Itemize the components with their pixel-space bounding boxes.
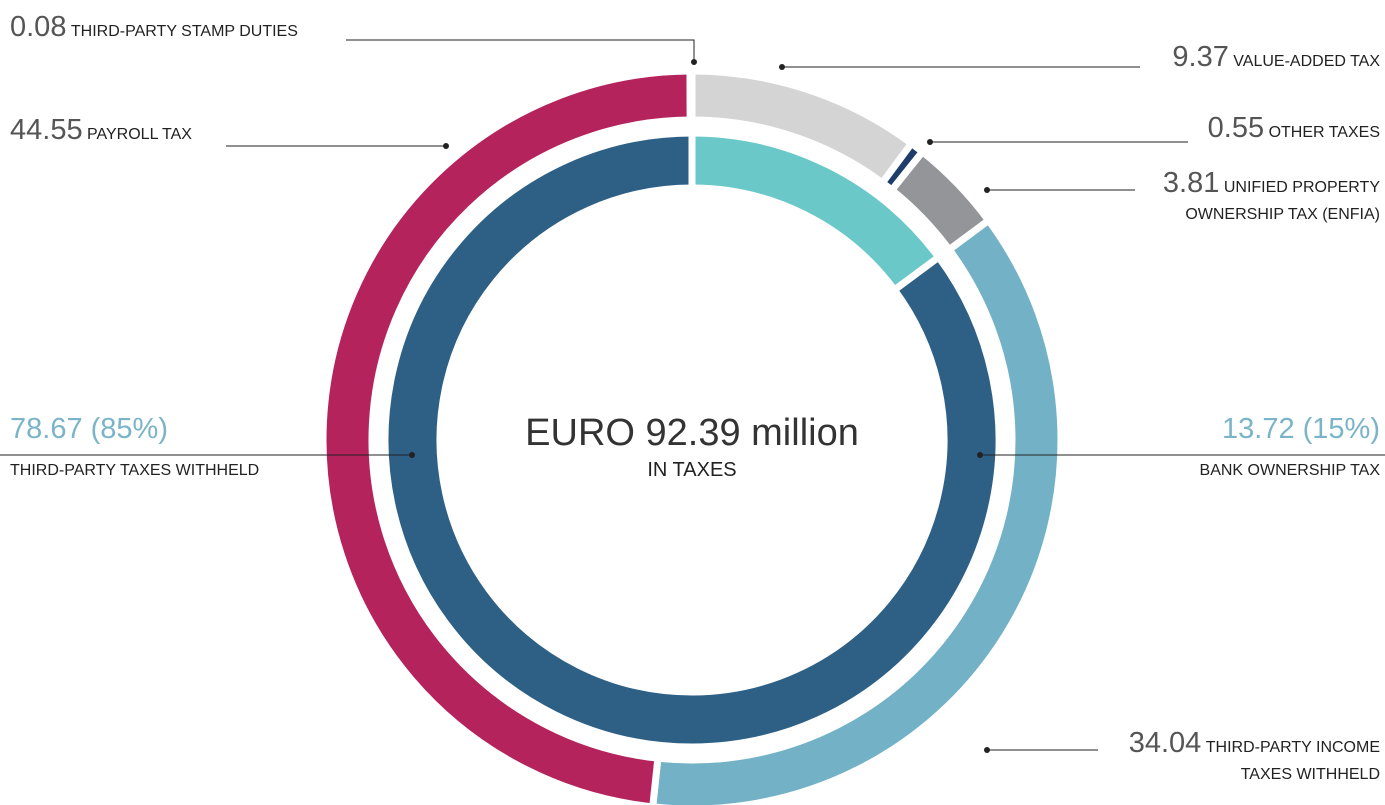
outer-label: 44.55 PAYROLL TAX: [10, 114, 192, 148]
center-subtitle: IN TAXES: [647, 459, 737, 481]
value-label: 78.67 (85%): [10, 413, 168, 445]
leader-dot: [691, 59, 697, 65]
leader-dot: [984, 187, 990, 193]
value-label: 34.04: [1128, 727, 1202, 759]
category-label: THIRD-PARTY STAMP DUTIES: [70, 23, 298, 40]
inner-slice: [381, 129, 1003, 751]
center-label: EURO 92.39 million IN TAXES: [442, 412, 942, 482]
category-label: OTHER TAXES: [1268, 124, 1380, 141]
outer-slice: [686, 67, 696, 124]
value-label: 0.08: [10, 11, 67, 43]
leader-dot: [984, 747, 990, 753]
category-label: THIRD-PARTY TAXES WITHHELD: [10, 462, 260, 479]
category-label: THIRD-PARTY INCOME TAXES WITHHELD: [1205, 739, 1380, 783]
outer-label: 0.08 THIRD-PARTY STAMP DUTIES: [10, 11, 298, 45]
outer-label: 0.55 OTHER TAXES: [1207, 112, 1380, 146]
category-label: PAYROLL TAX: [87, 126, 192, 143]
inner-label: 78.67 (85%) THIRD-PARTY TAXES WITHHELD: [10, 413, 260, 484]
category-label: UNIFIED PROPERTY OWNERSHIP TAX (ENFIA): [1185, 179, 1380, 223]
category-label: BANK OWNERSHIP TAX: [1199, 462, 1380, 479]
leader-line: [346, 39, 695, 62]
value-label: 3.81: [1162, 167, 1220, 199]
center-title: EURO 92.39 million: [525, 412, 859, 454]
outer-slice: [649, 215, 1065, 805]
leader-dot: [443, 143, 449, 149]
inner-label: 13.72 (15%) BANK OWNERSHIP TAX: [1199, 413, 1380, 484]
value-label: 9.37: [1172, 41, 1229, 73]
outer-label: 9.37 VALUE-ADDED TAX: [1172, 41, 1380, 75]
leader-dot: [409, 452, 415, 458]
value-label: 13.72 (15%): [1222, 413, 1380, 445]
outer-label: 34.04 THIRD-PARTY INCOME TAXES WITHHELD: [1128, 727, 1380, 788]
category-label: VALUE-ADDED TAX: [1233, 53, 1380, 70]
leader-dot: [927, 139, 933, 145]
outer-label: 3.81 UNIFIED PROPERTY OWNERSHIP TAX (ENF…: [1162, 167, 1380, 228]
leader-dot: [779, 64, 785, 70]
value-label: 44.55: [10, 114, 83, 146]
value-label: 0.55: [1207, 112, 1265, 144]
leader-dot: [977, 452, 983, 458]
